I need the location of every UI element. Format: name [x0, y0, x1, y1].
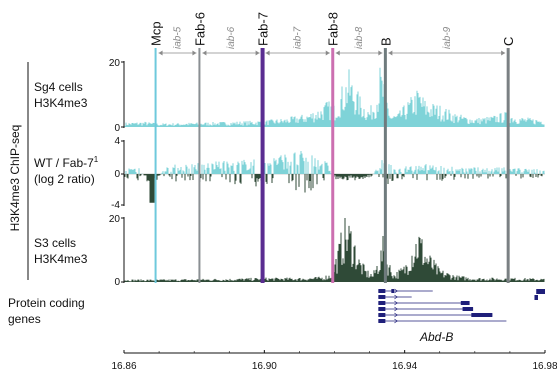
domain-label-iab-7: iab-7: [293, 26, 304, 49]
track-ratio-ytick-mid: 0: [114, 169, 120, 180]
track-ratio-label-line2: (log 2 ratio): [34, 172, 95, 186]
boundary-label-fab-8: Fab-8: [326, 12, 341, 46]
track-sg4-ytick-top: 20: [109, 58, 121, 69]
exon: [471, 313, 493, 317]
strand-arrow: [394, 318, 398, 324]
domain-arrow-head-left: [158, 50, 163, 56]
domain-arrows: iab-5 iab-6 iab-7 iab-8 iab-9: [158, 26, 506, 56]
boundary-label-b: B: [378, 37, 393, 46]
exon: [378, 301, 386, 305]
domain-arrow-head-left: [388, 50, 393, 56]
gene-track-label-line2: genes: [8, 312, 41, 326]
exon: [378, 307, 386, 311]
strand-arrow: [394, 294, 398, 300]
x-axis: 16.86 16.90 16.94 16.98: [111, 350, 557, 372]
boundary-label-fab-6: Fab-6: [192, 12, 207, 46]
boundary-label-mcp: Mcp: [149, 21, 164, 46]
x-tick-label: 16.86: [111, 361, 136, 372]
exon: [462, 307, 474, 311]
gene-track: Protein coding genes Abd-B: [8, 288, 545, 344]
track-sg4-signal: [124, 67, 545, 127]
track-s3-label-line2: H3K4me3: [34, 252, 88, 266]
extra-feature: [536, 289, 545, 294]
boundary-label-c: C: [501, 37, 516, 46]
strand-arrow: [394, 288, 398, 294]
gene-name: Abd-B: [419, 330, 453, 344]
track-ratio-ytick-top: 4: [114, 136, 120, 147]
domain-arrow-head-left: [202, 50, 207, 56]
exon: [460, 301, 470, 305]
boundary-lines: Mcp Fab-6 Fab-7 Fab-8 B C: [149, 12, 516, 283]
track-sg4-label-line2: H3K4me3: [34, 96, 88, 110]
exon: [378, 289, 386, 293]
domain-label-iab-9: iab-9: [442, 26, 453, 49]
track-ratio-signal: [124, 151, 545, 203]
domain-arrow-head-left: [265, 50, 270, 56]
domain-label-iab-5: iab-5: [173, 26, 184, 49]
gene-track-label-line1: Protein coding: [8, 296, 85, 310]
x-tick-label: 16.94: [392, 361, 417, 372]
extra-feature: [534, 295, 538, 300]
strand-arrow: [394, 312, 398, 318]
track-s3-ytick-top: 20: [109, 214, 121, 225]
domain-arrow-head-right: [378, 50, 383, 56]
track-s3-signal: [124, 218, 545, 282]
exon: [391, 289, 395, 293]
boundary-label-fab-7: Fab-7: [256, 12, 271, 46]
exon: [378, 313, 386, 317]
domain-arrow-head-right: [192, 50, 197, 56]
y-axis-title: H3K4me3 ChIP-seq: [8, 125, 22, 232]
domain-arrow-head-right: [325, 50, 330, 56]
strand-arrow: [394, 306, 398, 312]
abd-b-transcripts: [378, 288, 545, 324]
domain-label-iab-8: iab-8: [354, 26, 365, 49]
track-sg4-label-line1: Sg4 cells: [34, 80, 83, 94]
track-ratio-label-sup: 1: [94, 155, 99, 164]
track-sg4: Sg4 cells H3K4me3 20 0: [34, 58, 545, 134]
domain-arrow-head-left: [335, 50, 340, 56]
track-sg4-ytick-bottom: 0: [114, 123, 120, 134]
exon: [378, 319, 386, 323]
track-s3: S3 cells H3K4me3 20 0: [34, 214, 545, 288]
x-ticks: 16.86 16.90 16.94 16.98: [111, 350, 557, 372]
domain-label-iab-6: iab-6: [226, 26, 237, 49]
x-tick-label: 16.98: [532, 361, 557, 372]
track-s3-label-line1: S3 cells: [34, 236, 76, 250]
x-tick-label: 16.90: [252, 361, 277, 372]
track-ratio-label-line1: WT / Fab-71: [34, 155, 99, 170]
exon: [378, 295, 386, 299]
track-ratio-ytick-bottom: -4: [111, 200, 120, 211]
track-s3-ytick-bottom: 0: [114, 277, 120, 288]
strand-arrow: [394, 300, 398, 306]
domain-arrow-head-right: [501, 50, 506, 56]
domain-arrow-head-right: [255, 50, 260, 56]
track-ratio: WT / Fab-71 (log 2 ratio) 4 0 -4: [34, 136, 545, 211]
